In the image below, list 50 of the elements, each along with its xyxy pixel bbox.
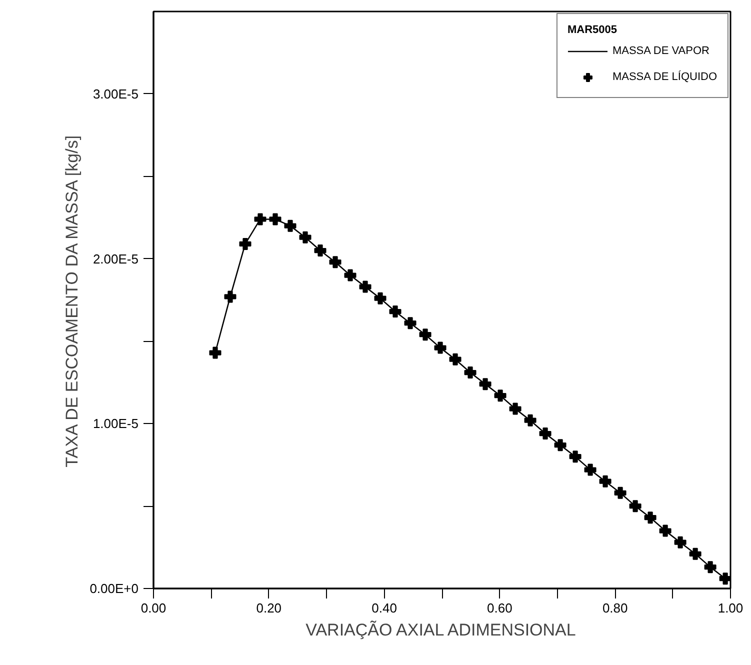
point bbox=[674, 536, 686, 548]
point bbox=[584, 464, 596, 476]
legend-title: MAR5005 bbox=[567, 24, 618, 36]
point bbox=[479, 378, 492, 390]
y-tick-label: 1.00E-5 bbox=[92, 416, 139, 432]
point bbox=[524, 414, 536, 426]
point bbox=[569, 450, 582, 463]
point bbox=[299, 231, 312, 244]
x-axis-title: VARIAÇÃO AXIAL ADIMENSIONAL bbox=[306, 620, 576, 640]
point bbox=[404, 317, 416, 330]
point bbox=[704, 561, 716, 574]
point bbox=[539, 428, 552, 440]
point bbox=[359, 280, 372, 293]
x-tick-label: 0.20 bbox=[256, 600, 282, 616]
y-tick-label: 0.00E+0 bbox=[90, 581, 138, 596]
x-tick-label: 0.00 bbox=[140, 600, 166, 616]
point bbox=[284, 220, 296, 232]
point bbox=[659, 524, 672, 537]
point bbox=[314, 244, 326, 257]
legend-label: MASSA DE VAPOR bbox=[612, 45, 710, 57]
x-tick-label: 0.80 bbox=[602, 600, 628, 616]
point bbox=[719, 572, 730, 585]
point bbox=[329, 256, 342, 268]
point bbox=[209, 346, 222, 359]
point bbox=[239, 238, 252, 250]
point bbox=[599, 475, 612, 488]
point bbox=[389, 306, 402, 318]
x-tick-label: 1.00 bbox=[718, 600, 744, 616]
x-tick-label: 0.40 bbox=[372, 600, 397, 616]
point bbox=[509, 402, 522, 415]
point bbox=[374, 292, 386, 304]
x-tick-label: 0.60 bbox=[487, 600, 512, 616]
point bbox=[689, 548, 702, 560]
point bbox=[629, 500, 642, 512]
point bbox=[644, 512, 656, 524]
point bbox=[269, 213, 282, 226]
point bbox=[614, 486, 626, 499]
point bbox=[224, 290, 236, 303]
y-axis-title: TAXA DE ESCOAMENTO DA MASSA [kg/s] bbox=[62, 135, 82, 468]
y-tick-label: 3.00E-5 bbox=[92, 86, 139, 102]
point bbox=[254, 213, 266, 226]
point bbox=[554, 439, 566, 452]
point bbox=[449, 353, 462, 366]
point bbox=[434, 342, 446, 354]
point bbox=[344, 269, 356, 282]
legend-label: MASSA DE LÍQUIDO bbox=[612, 71, 717, 83]
y-tick-label: 2.00E-5 bbox=[92, 251, 139, 266]
point bbox=[494, 390, 506, 402]
point bbox=[464, 366, 476, 379]
point bbox=[419, 328, 432, 341]
